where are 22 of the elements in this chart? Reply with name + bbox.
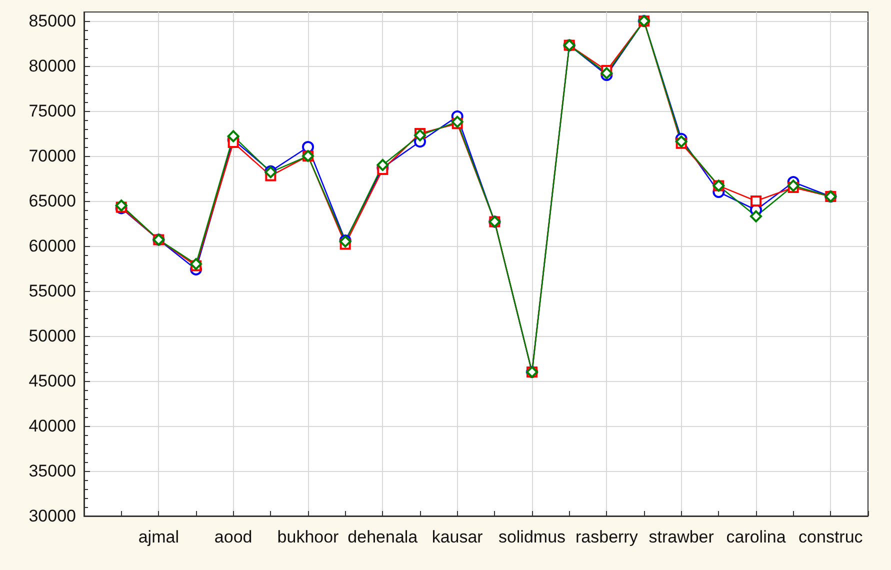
y-tick-label: 60000 (28, 236, 76, 256)
y-tick-label: 70000 (28, 146, 76, 166)
y-tick-label: 45000 (28, 372, 76, 390)
x-tick-label: kausar (432, 528, 484, 546)
x-tick-label: carolina (726, 528, 786, 546)
y-tick-label: 85000 (28, 12, 76, 30)
x-tick-label: construc (798, 528, 864, 546)
y-tick-label: 30000 (28, 506, 76, 526)
x-tick-label: aood (214, 528, 252, 546)
y-tick-label: 65000 (28, 192, 76, 210)
x-tick-label: rasberry (575, 528, 638, 546)
y-tick-label: 55000 (28, 282, 76, 300)
x-tick-label: bukhoor (277, 528, 340, 546)
x-tick-label: strawber (648, 528, 714, 546)
x-tick-label: solidmus (498, 528, 566, 546)
y-tick-label: 35000 (28, 462, 76, 480)
y-tick-label: 80000 (28, 56, 76, 76)
x-tick-label: dehenala (348, 528, 418, 546)
y-tick-label: 75000 (28, 102, 76, 120)
x-tick-label: ajmal (138, 528, 179, 546)
y-tick-label: 40000 (28, 416, 76, 436)
y-tick-label: 50000 (28, 326, 76, 346)
